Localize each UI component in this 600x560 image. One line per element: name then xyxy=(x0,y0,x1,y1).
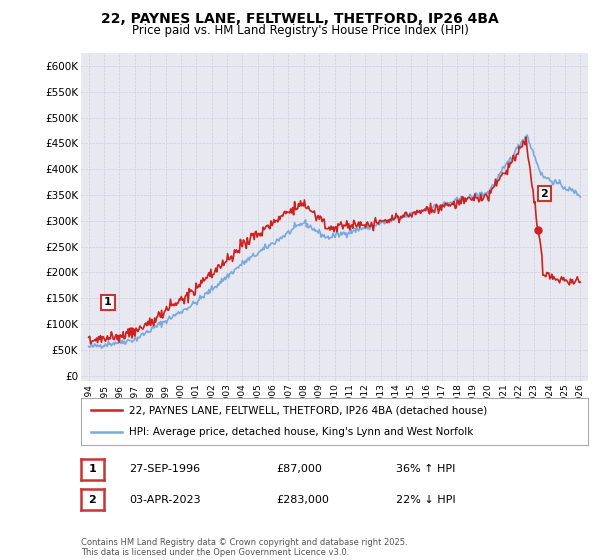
Text: 22, PAYNES LANE, FELTWELL, THETFORD, IP26 4BA (detached house): 22, PAYNES LANE, FELTWELL, THETFORD, IP2… xyxy=(129,405,487,416)
Text: £283,000: £283,000 xyxy=(276,494,329,505)
Text: 36% ↑ HPI: 36% ↑ HPI xyxy=(396,464,455,474)
Text: HPI: Average price, detached house, King's Lynn and West Norfolk: HPI: Average price, detached house, King… xyxy=(129,427,473,437)
Text: 03-APR-2023: 03-APR-2023 xyxy=(129,494,200,505)
Text: Price paid vs. HM Land Registry's House Price Index (HPI): Price paid vs. HM Land Registry's House … xyxy=(131,24,469,37)
Text: 22% ↓ HPI: 22% ↓ HPI xyxy=(396,494,455,505)
Text: Contains HM Land Registry data © Crown copyright and database right 2025.
This d: Contains HM Land Registry data © Crown c… xyxy=(81,538,407,557)
Text: 2: 2 xyxy=(89,494,96,505)
Text: 22, PAYNES LANE, FELTWELL, THETFORD, IP26 4BA: 22, PAYNES LANE, FELTWELL, THETFORD, IP2… xyxy=(101,12,499,26)
Text: 1: 1 xyxy=(104,297,112,307)
Text: £87,000: £87,000 xyxy=(276,464,322,474)
Text: 27-SEP-1996: 27-SEP-1996 xyxy=(129,464,200,474)
Text: 1: 1 xyxy=(89,464,96,474)
Text: 2: 2 xyxy=(541,189,548,199)
